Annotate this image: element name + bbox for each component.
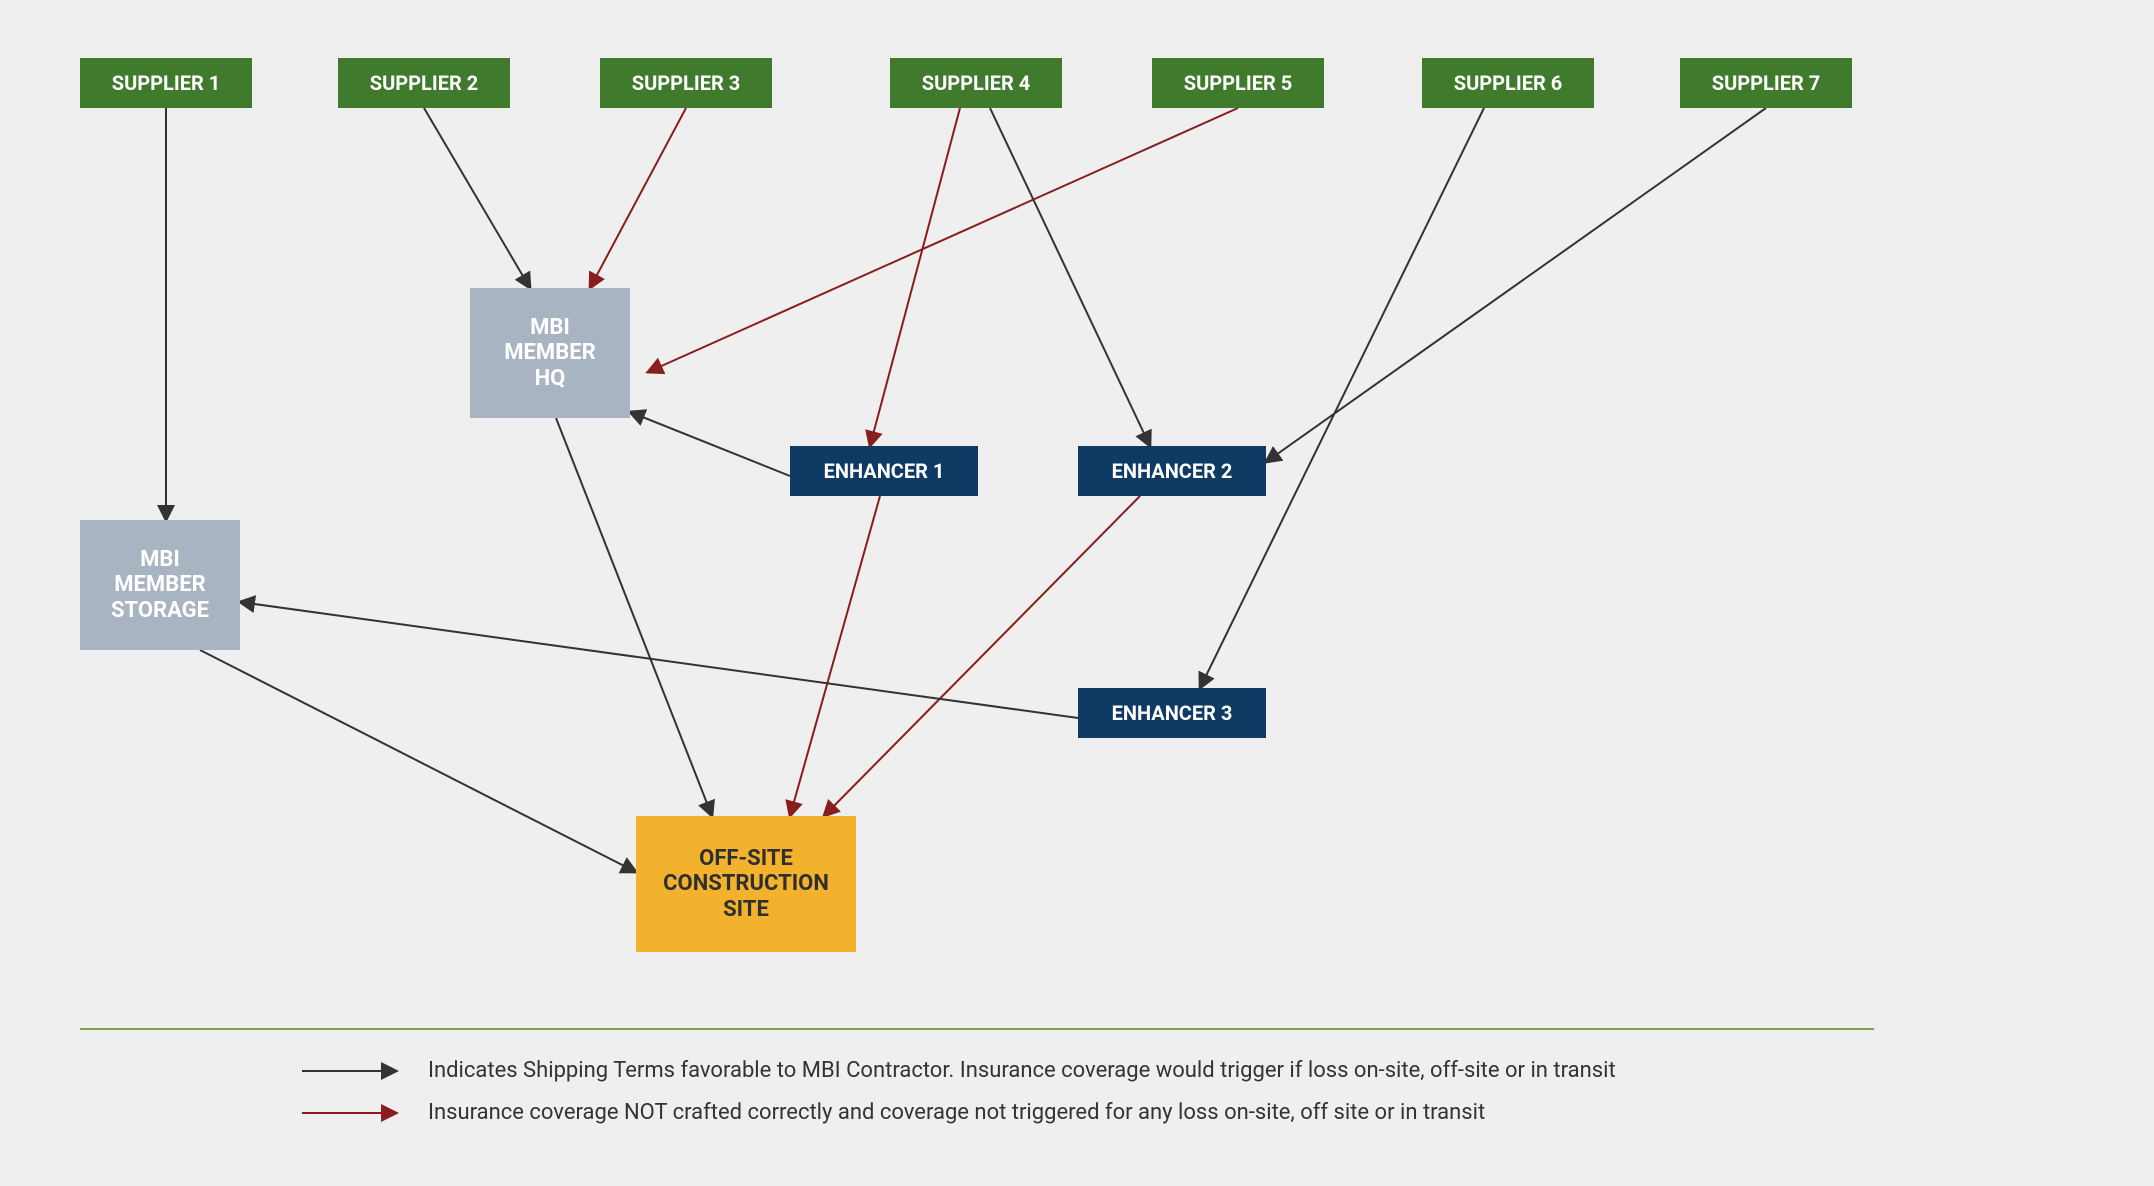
arrows-layer bbox=[0, 0, 2154, 1186]
edge-11 bbox=[240, 602, 1078, 718]
node-storage: MBI MEMBER STORAGE bbox=[80, 520, 240, 650]
node-e2: ENHANCER 2 bbox=[1078, 446, 1266, 496]
legend-arrow-icon bbox=[300, 1103, 410, 1123]
edge-13 bbox=[200, 650, 636, 872]
legend-arrow-icon bbox=[300, 1061, 410, 1081]
edge-12 bbox=[556, 418, 712, 816]
node-s4: SUPPLIER 4 bbox=[890, 58, 1062, 108]
node-s3: SUPPLIER 3 bbox=[600, 58, 772, 108]
edge-6 bbox=[1200, 108, 1484, 688]
node-s7: SUPPLIER 7 bbox=[1680, 58, 1852, 108]
node-e3: ENHANCER 3 bbox=[1078, 688, 1266, 738]
node-s5: SUPPLIER 5 bbox=[1152, 58, 1324, 108]
legend-text-0: Indicates Shipping Terms favorable to MB… bbox=[428, 1058, 1616, 1083]
edge-5 bbox=[648, 108, 1238, 372]
node-hq: MBI MEMBER HQ bbox=[470, 288, 630, 418]
node-site: OFF-SITE CONSTRUCTION SITE bbox=[636, 816, 856, 952]
node-e1: ENHANCER 1 bbox=[790, 446, 978, 496]
edge-2 bbox=[590, 108, 686, 288]
edge-8 bbox=[630, 412, 790, 476]
legend-row-0: Indicates Shipping Terms favorable to MB… bbox=[300, 1058, 1616, 1083]
node-s2: SUPPLIER 2 bbox=[338, 58, 510, 108]
flowchart-canvas: SUPPLIER 1 SUPPLIER 2 SUPPLIER 3 SUPPLIER 4… bbox=[0, 0, 2154, 1186]
edge-7 bbox=[1266, 108, 1766, 462]
legend-divider bbox=[80, 1028, 1874, 1030]
edge-9 bbox=[790, 496, 880, 816]
edge-10 bbox=[824, 496, 1140, 816]
node-s6: SUPPLIER 6 bbox=[1422, 58, 1594, 108]
edge-3 bbox=[870, 108, 960, 446]
node-s1: SUPPLIER 1 bbox=[80, 58, 252, 108]
edge-4 bbox=[990, 108, 1150, 446]
edge-1 bbox=[424, 108, 530, 288]
legend-text-1: Insurance coverage NOT crafted correctly… bbox=[428, 1100, 1485, 1125]
legend-row-1: Insurance coverage NOT crafted correctly… bbox=[300, 1100, 1485, 1125]
